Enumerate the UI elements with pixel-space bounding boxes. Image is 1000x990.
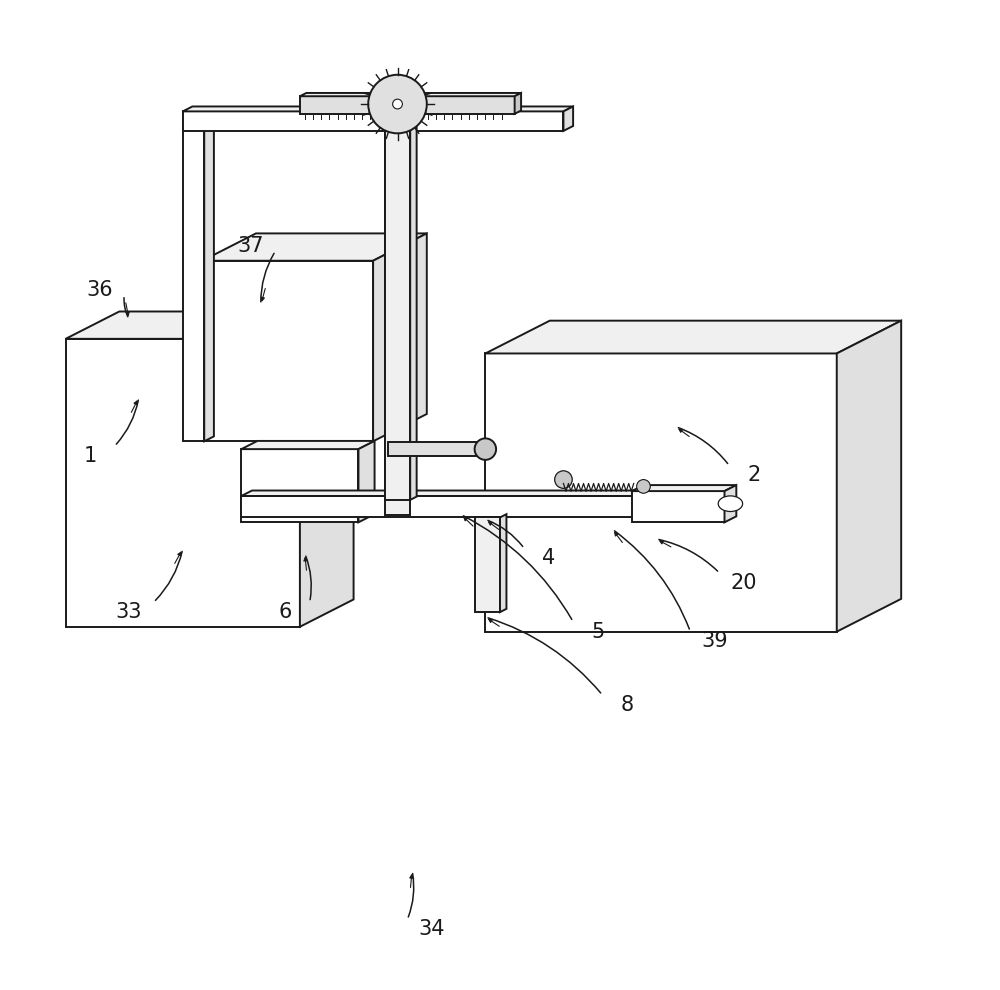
Circle shape — [393, 99, 402, 109]
Text: 37: 37 — [238, 236, 264, 256]
Text: 36: 36 — [86, 280, 113, 300]
Text: 8: 8 — [620, 695, 633, 715]
Polygon shape — [202, 234, 427, 260]
Polygon shape — [710, 490, 721, 518]
Polygon shape — [202, 260, 373, 442]
Polygon shape — [485, 321, 901, 353]
Polygon shape — [410, 111, 417, 500]
Polygon shape — [563, 107, 573, 131]
Polygon shape — [475, 518, 500, 612]
Polygon shape — [241, 496, 710, 518]
Polygon shape — [300, 312, 354, 627]
Polygon shape — [515, 93, 521, 114]
Polygon shape — [241, 441, 375, 449]
Polygon shape — [385, 114, 410, 500]
Polygon shape — [241, 449, 358, 523]
Polygon shape — [385, 131, 410, 515]
Polygon shape — [388, 443, 480, 456]
Polygon shape — [632, 491, 725, 523]
Text: 5: 5 — [591, 622, 604, 642]
Polygon shape — [183, 119, 204, 442]
Polygon shape — [373, 234, 427, 442]
Polygon shape — [837, 321, 901, 632]
Polygon shape — [485, 353, 837, 632]
Polygon shape — [66, 312, 354, 339]
Polygon shape — [500, 514, 506, 612]
Circle shape — [475, 439, 496, 460]
Polygon shape — [725, 485, 736, 523]
Polygon shape — [632, 485, 736, 491]
Text: 1: 1 — [83, 446, 97, 466]
Polygon shape — [300, 93, 521, 96]
Ellipse shape — [718, 496, 743, 512]
Text: 2: 2 — [747, 465, 760, 485]
Circle shape — [637, 479, 650, 493]
Polygon shape — [66, 339, 300, 627]
Polygon shape — [358, 441, 375, 523]
Text: 34: 34 — [418, 920, 445, 940]
Circle shape — [368, 75, 427, 134]
Polygon shape — [204, 114, 214, 442]
Text: 6: 6 — [279, 602, 292, 622]
Text: 20: 20 — [731, 573, 757, 593]
Polygon shape — [300, 96, 515, 114]
Text: 33: 33 — [116, 602, 142, 622]
Text: 39: 39 — [701, 632, 728, 651]
Circle shape — [555, 471, 572, 488]
Text: 4: 4 — [542, 548, 555, 568]
Polygon shape — [241, 490, 721, 496]
Polygon shape — [183, 114, 214, 119]
Polygon shape — [183, 112, 563, 131]
Polygon shape — [183, 107, 573, 112]
